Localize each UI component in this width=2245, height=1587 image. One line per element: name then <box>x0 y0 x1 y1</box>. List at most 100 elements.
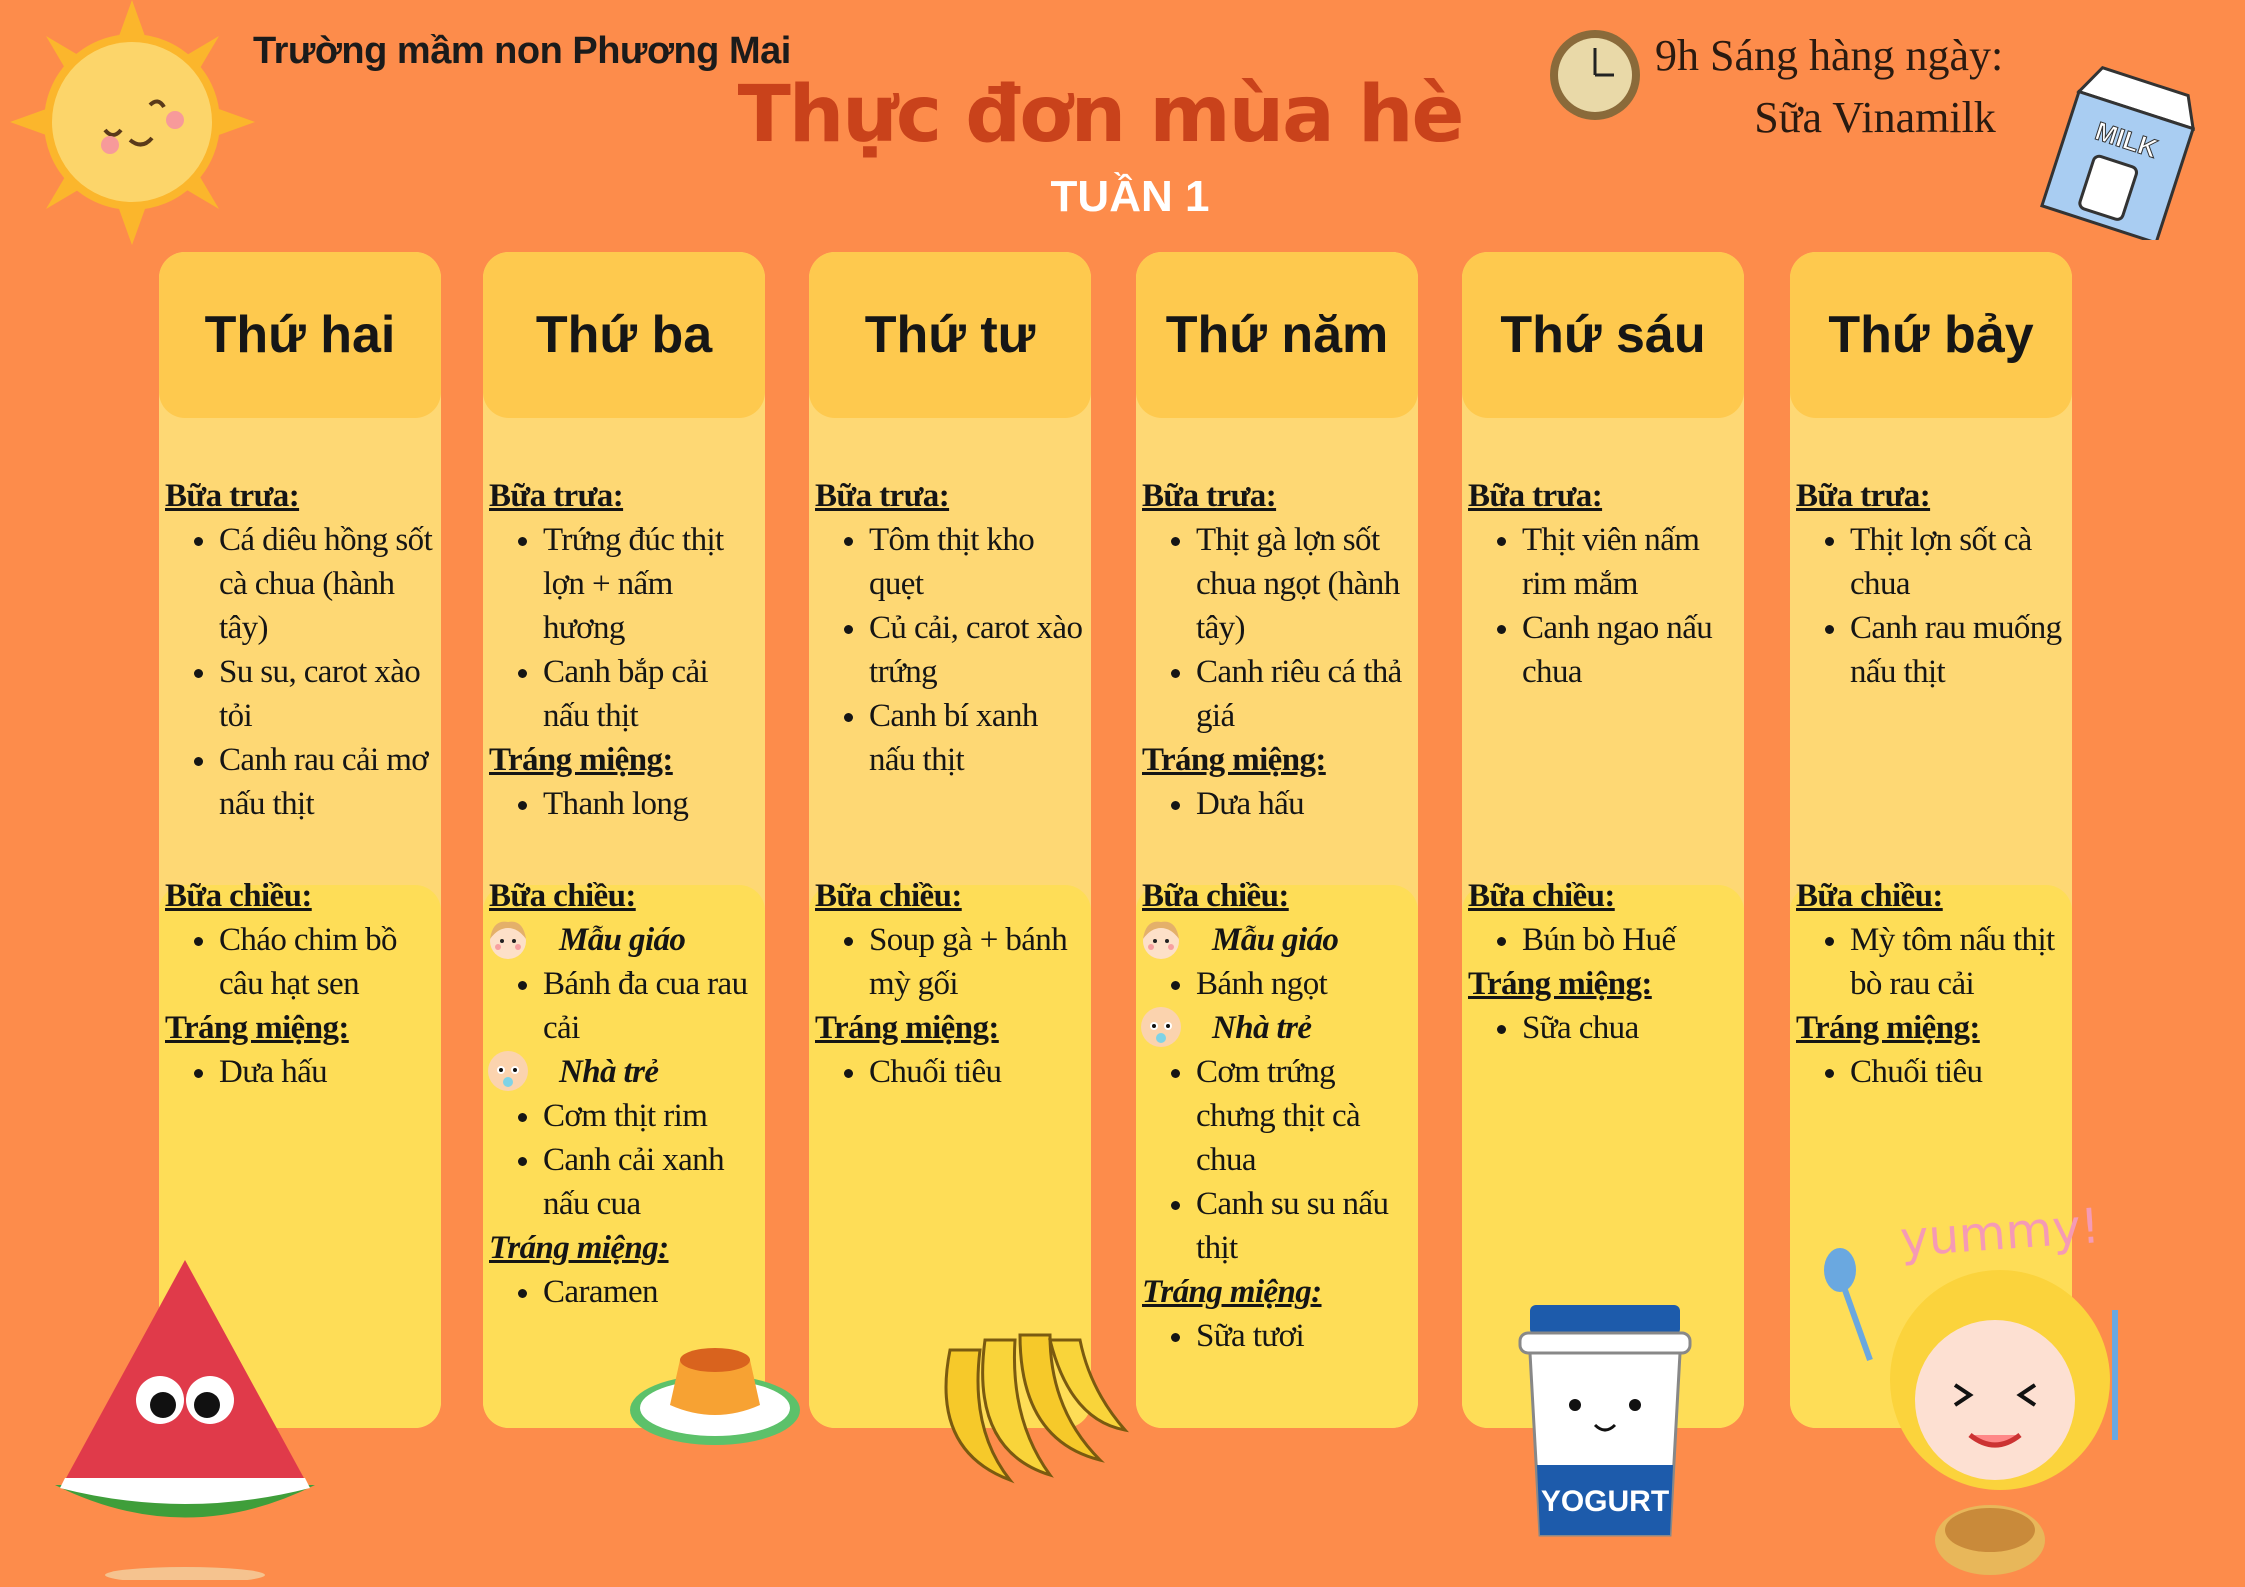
dish-item: Tôm thịt kho quẹt <box>869 518 1087 606</box>
dish-list: Chuối tiêu <box>1796 1050 2068 1094</box>
page-title: Thực đơn mùa hè <box>737 70 1465 160</box>
dish-list: Cơm thịt rimCanh cải xanh nấu cua <box>489 1094 761 1226</box>
day-header: Thứ tư <box>809 252 1091 418</box>
dish-item: Cơm trứng chưng thịt cà chua <box>1196 1050 1414 1182</box>
meal-label: Bữa trưa: <box>1468 478 1603 514</box>
girl-face-icon <box>1143 921 1179 959</box>
school-name: Trường mầm non Phương Mai <box>253 30 791 72</box>
dish-item: Canh cải xanh nấu cua <box>543 1138 761 1226</box>
meal-label: Tráng miệng: <box>489 742 673 778</box>
yogurt-label: YOGURT <box>1540 1485 1670 1518</box>
dish-item: Mỳ tôm nấu thịt bò rau cải <box>1850 918 2068 1006</box>
dish-list: Dưa hấu <box>165 1050 437 1094</box>
meal-label: Bữa chiều: <box>1796 878 1943 914</box>
meal-label: Tráng miệng: <box>1142 1274 1322 1310</box>
day-column: Thứ năm Bữa trưa: Thịt gà lợn sốt chua ngọ… <box>1136 252 1418 1428</box>
dish-list: Sữa chua <box>1468 1006 1740 1050</box>
dish-list: Mỳ tôm nấu thịt bò rau cải <box>1796 918 2068 1006</box>
dish-item: Bánh đa cua rau cải <box>543 962 761 1050</box>
clock-icon <box>1550 30 1640 120</box>
dish-item: Cá diêu hồng sốt cà chua (hành tây) <box>219 518 437 650</box>
dish-item: Soup gà + bánh mỳ gối <box>869 918 1087 1006</box>
dish-list: Bánh ngọt <box>1142 962 1414 1006</box>
meal-label: Tráng miệng: <box>1468 966 1652 1002</box>
afternoon-section: Bữa chiều: Bún bò Huế Tráng miệng: Sữa chua <box>1468 874 1740 1050</box>
lunch-section: Bữa trưa: Thịt lợn sốt cà chuaCanh rau mu… <box>1796 474 2068 694</box>
meal-label: Bữa trưa: <box>815 478 950 514</box>
dish-list: Bánh đa cua rau cải <box>489 962 761 1050</box>
afternoon-section: Bữa chiều: Cháo chim bồ câu hạt sen Tráng … <box>165 874 437 1094</box>
dish-item: Canh riêu cá thả giá <box>1196 650 1414 738</box>
afternoon-panel <box>1136 885 1418 1428</box>
day-header: Thứ sáu <box>1462 252 1744 418</box>
meal-label: Bữa trưa: <box>165 478 300 514</box>
day-header: Thứ bảy <box>1790 252 2072 418</box>
lunch-section: Bữa trưa: Tôm thịt kho quẹtCủ cải, carot … <box>815 474 1087 782</box>
meal-label: Bữa chiều: <box>1468 878 1615 914</box>
lunch-section: Bữa trưa: Thịt viên nấm rim mắmCanh ngao … <box>1468 474 1740 694</box>
age-group-label: Mẫu giáo <box>1142 918 1414 962</box>
sun-icon <box>10 0 255 245</box>
dish-list: Tôm thịt kho quẹtCủ cải, carot xào trứng… <box>815 518 1087 782</box>
age-group-text: Nhà trẻ <box>1212 1010 1312 1046</box>
dish-list: Chuối tiêu <box>815 1050 1087 1094</box>
dish-item: Chuối tiêu <box>1850 1050 2068 1094</box>
dish-list: Soup gà + bánh mỳ gối <box>815 918 1087 1006</box>
yogurt-cup-icon: YOGURT <box>1515 1305 1695 1575</box>
age-group-label: Mẫu giáo <box>489 918 761 962</box>
dish-item: Bún bò Huế <box>1522 918 1740 962</box>
caramel-flan-icon <box>630 1348 800 1445</box>
meal-label: Bữa chiều: <box>489 878 636 914</box>
dish-list: Thanh long <box>489 782 761 826</box>
age-group-label: Nhà trẻ <box>1141 1006 1414 1050</box>
dish-item: Caramen <box>543 1270 761 1314</box>
dish-list: Cá diêu hồng sốt cà chua (hành tây)Su su… <box>165 518 437 826</box>
age-group-label: Nhà trẻ <box>488 1050 761 1094</box>
meal-label: Bữa chiều: <box>815 878 962 914</box>
dish-item: Canh rau cải mơ nấu thịt <box>219 738 437 826</box>
afternoon-section: Bữa chiều: Mỳ tôm nấu thịt bò rau cải Trán… <box>1796 874 2068 1094</box>
day-header: Thứ năm <box>1136 252 1418 418</box>
dish-list: Thịt gà lợn sốt chua ngọt (hành tây)Canh… <box>1142 518 1414 738</box>
afternoon-panel <box>483 885 765 1428</box>
day-column: Thứ tư Bữa trưa: Tôm thịt kho quẹtCủ cải, … <box>809 252 1091 1428</box>
meal-label: Bữa trưa: <box>489 478 624 514</box>
dish-item: Chuối tiêu <box>869 1050 1087 1094</box>
meal-label: Bữa chiều: <box>165 878 312 914</box>
age-group-text: Nhà trẻ <box>559 1054 659 1090</box>
dish-item: Dưa hấu <box>1196 782 1414 826</box>
day-column: Thứ sáu Bữa trưa: Thịt viên nấm rim mắmCan… <box>1462 252 1744 1428</box>
meal-label: Tráng miệng: <box>815 1010 999 1046</box>
milk-time: 9h Sáng hàng ngày: <box>1655 31 2004 80</box>
dish-item: Cháo chim bồ câu hạt sen <box>219 918 437 1006</box>
dish-list: Dưa hấu <box>1142 782 1414 826</box>
afternoon-section: Bữa chiều: Mẫu giáo Bánh ngọt Nhà trẻ Cơm tr… <box>1141 874 1414 1358</box>
banana-icon <box>944 1333 1129 1484</box>
dish-list: Thịt viên nấm rim mắmCanh ngao nấu chua <box>1468 518 1740 694</box>
lunch-section: Bữa trưa: Thịt gà lợn sốt chua ngọt (hành… <box>1142 474 1414 826</box>
meal-label: Tráng miệng: <box>1796 1010 1980 1046</box>
lunch-section: Bữa trưa: Trứng đúc thịt lợn + nấm hươngC… <box>489 474 761 826</box>
dish-item: Sữa tươi <box>1196 1314 1414 1358</box>
watermelon-icon <box>55 1260 315 1580</box>
dish-item: Canh su su nấu thịt <box>1196 1182 1414 1270</box>
age-group-text: Mẫu giáo <box>559 922 686 958</box>
afternoon-section: Bữa chiều: Soup gà + bánh mỳ gối Tráng miệ… <box>815 874 1087 1094</box>
dish-item: Canh rau muống nấu thịt <box>1850 606 2068 694</box>
dish-item: Canh bí xanh nấu thịt <box>869 694 1087 782</box>
dish-item: Bánh ngọt <box>1196 962 1414 1006</box>
milk-name: Sữa Vinamilk <box>1754 93 1996 142</box>
dish-item: Củ cải, carot xào trứng <box>869 606 1087 694</box>
day-column: Thứ ba Bữa trưa: Trứng đúc thịt lợn + nấm … <box>483 252 765 1428</box>
dish-item: Thịt lợn sốt cà chua <box>1850 518 2068 606</box>
dish-item: Thanh long <box>543 782 761 826</box>
age-group-text: Mẫu giáo <box>1212 922 1339 958</box>
milk-carton-icon: MILK <box>2040 66 2196 240</box>
dish-item: Dưa hấu <box>219 1050 437 1094</box>
lunch-section: Bữa trưa: Cá diêu hồng sốt cà chua (hành … <box>165 474 437 826</box>
dish-list: Trứng đúc thịt lợn + nấm hươngCanh bắp c… <box>489 518 761 738</box>
week-label: TUẦN 1 <box>1050 172 1210 221</box>
dish-item: Trứng đúc thịt lợn + nấm hương <box>543 518 761 650</box>
baby-face-icon <box>488 1051 528 1091</box>
meal-label: Tráng miệng: <box>1142 742 1326 778</box>
